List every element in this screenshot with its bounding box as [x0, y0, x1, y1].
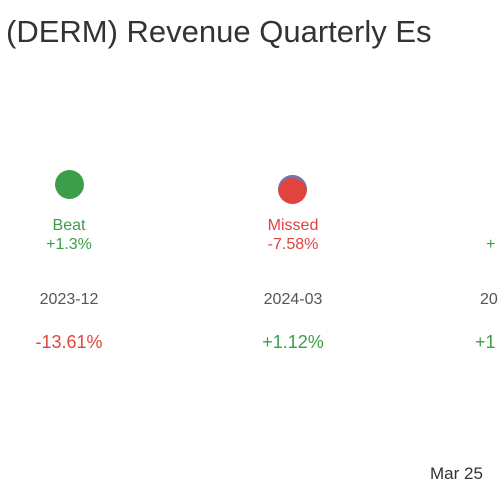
surprise: -7.58% [267, 236, 319, 253]
surprise: +1.3% [46, 236, 92, 253]
price-change: +1.12% [262, 332, 324, 352]
period: 20 [480, 291, 498, 308]
period: 2023-12 [39, 291, 99, 308]
status: Beat [52, 217, 86, 234]
period: 2024-03 [263, 291, 323, 308]
price-change: +1 [475, 332, 496, 352]
beat-dot [55, 170, 84, 199]
footer-date: Mar 25 [430, 464, 483, 483]
title: (DERM) Revenue Quarterly Es [6, 14, 432, 49]
missed-dot [278, 175, 307, 204]
surprise: + [486, 236, 496, 253]
price-change: -13.61% [35, 332, 103, 352]
status: Missed [267, 217, 319, 234]
